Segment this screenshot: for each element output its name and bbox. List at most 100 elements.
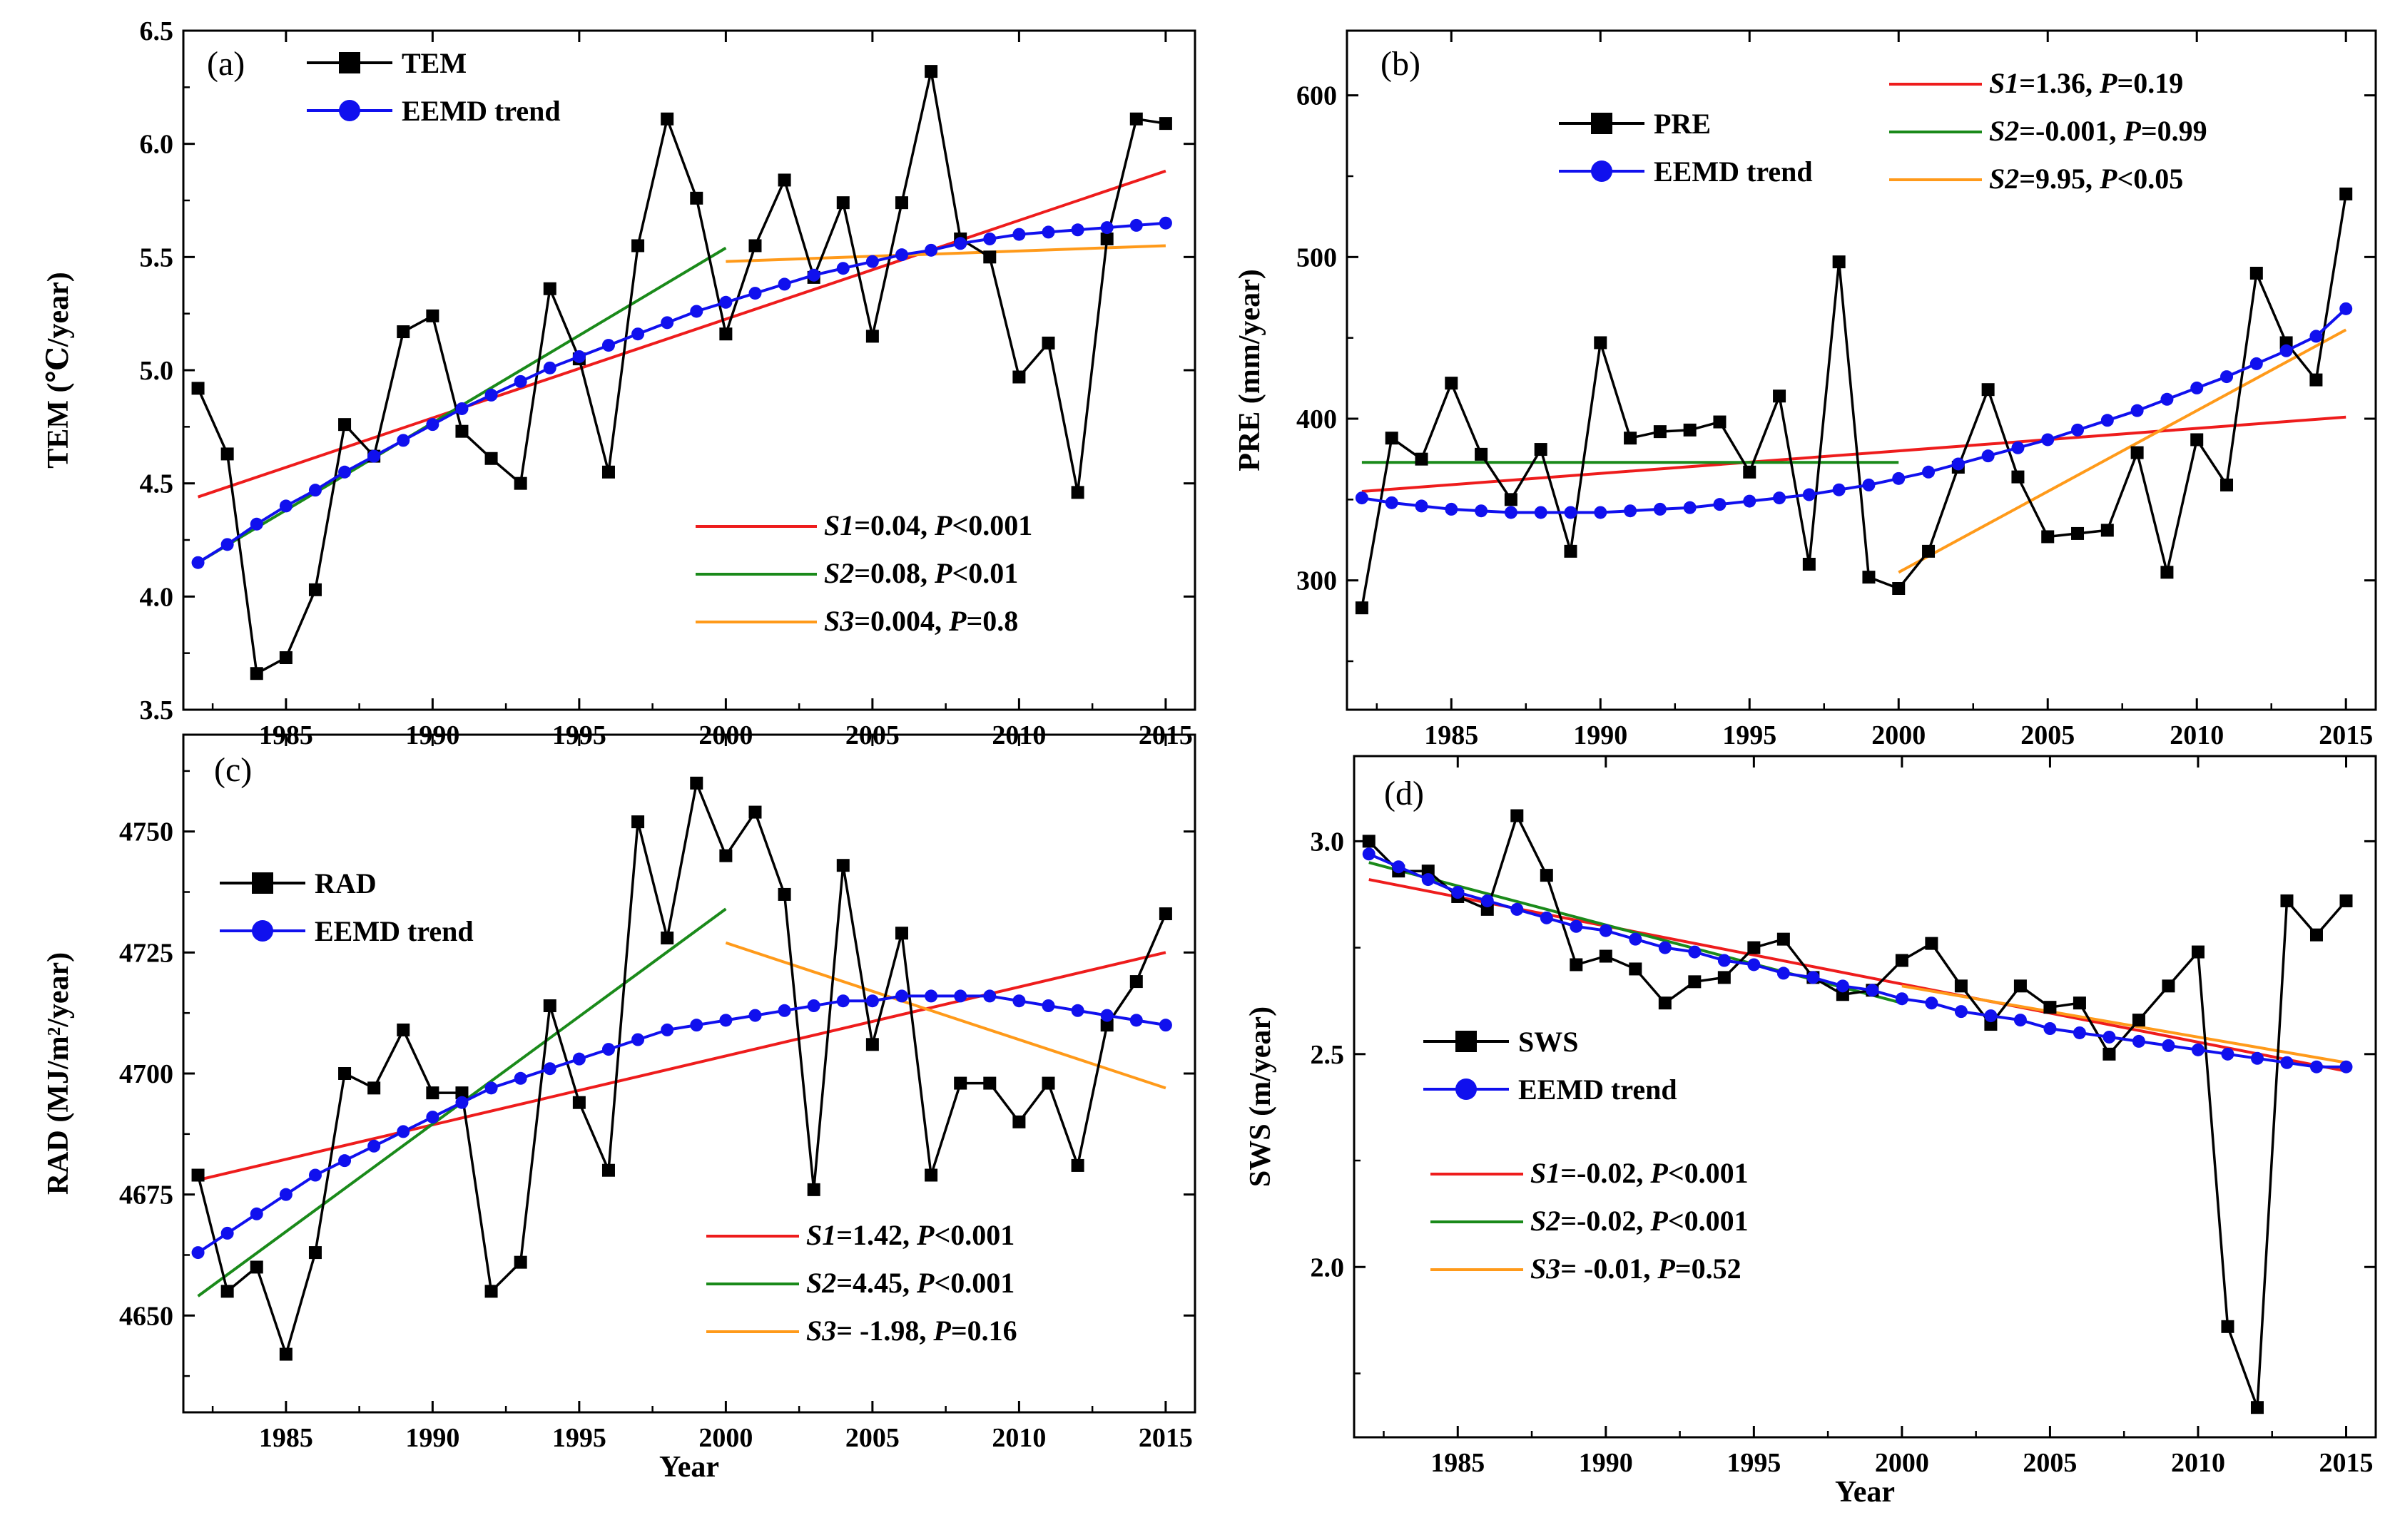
- trend-point: [1832, 483, 1846, 496]
- legend-marker-square: [339, 52, 360, 73]
- data-point: [1653, 425, 1667, 439]
- legend-marker-circle: [252, 920, 273, 942]
- trend-point: [1480, 894, 1494, 907]
- legend-marker-square: [252, 872, 273, 894]
- x-tick-label: 1990: [1579, 1448, 1633, 1478]
- data-point: [1159, 117, 1172, 131]
- trend-point: [983, 989, 997, 1003]
- data-point: [308, 583, 322, 596]
- trend-point: [1653, 502, 1667, 516]
- x-tick-label: 2005: [2020, 720, 2075, 750]
- trend-point: [1624, 504, 1637, 518]
- data-point: [895, 927, 908, 940]
- x-tick-label: 1985: [1424, 720, 1478, 750]
- data-point: [954, 1076, 967, 1090]
- trend-point: [661, 316, 674, 330]
- trend-point: [1159, 1019, 1172, 1032]
- data-point: [807, 1183, 820, 1196]
- data-point: [426, 1086, 439, 1100]
- y-axis-label: RAD (MJ/m²/year): [42, 952, 75, 1195]
- trend-point: [572, 1052, 586, 1066]
- data-point: [601, 1163, 615, 1177]
- trend-point: [1445, 502, 1458, 516]
- fit-line-s3: [726, 244, 1166, 263]
- trend-point: [1042, 999, 1055, 1012]
- data-point: [2041, 530, 2055, 544]
- trend-point: [1385, 496, 1398, 509]
- trend-point: [455, 1096, 469, 1109]
- trend-point: [514, 1071, 527, 1085]
- trend-point: [2191, 1043, 2205, 1056]
- data-point: [2250, 1401, 2264, 1414]
- trend-point: [1071, 223, 1084, 237]
- x-tick-label: 2005: [845, 1423, 900, 1453]
- trend-point: [1594, 506, 1607, 519]
- data-point: [1129, 975, 1143, 989]
- trend-point: [250, 1207, 263, 1220]
- x-tick-label: 2005: [2023, 1448, 2077, 1478]
- trend-point: [1776, 967, 1790, 980]
- data-point: [1594, 336, 1607, 350]
- trend-point: [954, 237, 967, 250]
- y-tick-label: 5.0: [140, 356, 174, 386]
- data-point: [1862, 571, 1876, 584]
- y-tick-label: 400: [1296, 404, 1337, 434]
- y-axis-label: PRE (mm/year): [1234, 269, 1266, 471]
- trend-point: [2250, 1051, 2264, 1065]
- fit-line-s1: [1361, 415, 2346, 493]
- x-tick-label: 1990: [1573, 720, 1627, 750]
- data-point: [367, 1081, 381, 1095]
- trend-point: [1362, 847, 1376, 861]
- trend-point: [2249, 357, 2263, 370]
- data-point: [338, 418, 352, 432]
- data-point: [1717, 971, 1731, 984]
- data-point: [2013, 979, 2027, 993]
- series-line-observed: [196, 778, 1167, 1359]
- trend-point: [1071, 1004, 1084, 1017]
- trend-point: [1415, 499, 1428, 513]
- panel-label: (c): [214, 751, 252, 789]
- data-point: [1599, 949, 1612, 963]
- data-point: [2249, 267, 2263, 280]
- y-tick-label: 300: [1296, 566, 1337, 596]
- plot-frame-a: [182, 29, 1196, 711]
- trend-point: [1836, 979, 1849, 993]
- x-tick-label: 2015: [2319, 720, 2373, 750]
- data-point: [865, 1038, 879, 1051]
- y-tick-label: 6.5: [140, 16, 174, 46]
- data-point: [1922, 544, 1936, 558]
- data-point: [397, 325, 410, 339]
- trend-point: [1540, 911, 1553, 924]
- y-tick-label: 5.5: [140, 243, 174, 272]
- data-point: [2221, 1320, 2234, 1333]
- trend-point: [631, 327, 645, 341]
- trend-point: [1773, 491, 1786, 505]
- trend-point: [543, 361, 556, 374]
- data-point: [1534, 443, 1547, 457]
- data-point: [397, 1023, 410, 1036]
- stat-annotation: S2=4.45, P<0.001: [806, 1267, 1015, 1299]
- trend-point: [2071, 423, 2085, 437]
- trend-point: [631, 1033, 645, 1046]
- trend-point: [2221, 1047, 2234, 1061]
- stat-annotation: S3= -0.01, P=0.52: [1530, 1253, 1741, 1285]
- trend-point: [191, 556, 205, 569]
- panel-d: 1985 1990 1995 2000 2005 2010 2015 2.0 2.5 3.0 SWS…: [1244, 755, 2377, 1509]
- trend-point: [367, 449, 381, 463]
- trend-point: [719, 1014, 733, 1027]
- trend-point: [1743, 494, 1756, 508]
- data-point: [1159, 907, 1172, 921]
- x-tick-label: 1995: [552, 1423, 606, 1453]
- trend-point: [1984, 1009, 1998, 1023]
- data-point: [1683, 423, 1697, 437]
- y-tick-label: 3.5: [140, 695, 174, 725]
- data-point: [983, 1076, 997, 1090]
- trend-point: [1504, 506, 1517, 519]
- trend-point: [1159, 216, 1172, 230]
- legend-marker-square: [1591, 113, 1612, 134]
- data-point: [1776, 932, 1790, 946]
- trend-point: [426, 418, 439, 432]
- y-tick-label: 2.5: [1311, 1040, 1345, 1070]
- data-point: [514, 476, 527, 490]
- data-point: [2191, 945, 2205, 959]
